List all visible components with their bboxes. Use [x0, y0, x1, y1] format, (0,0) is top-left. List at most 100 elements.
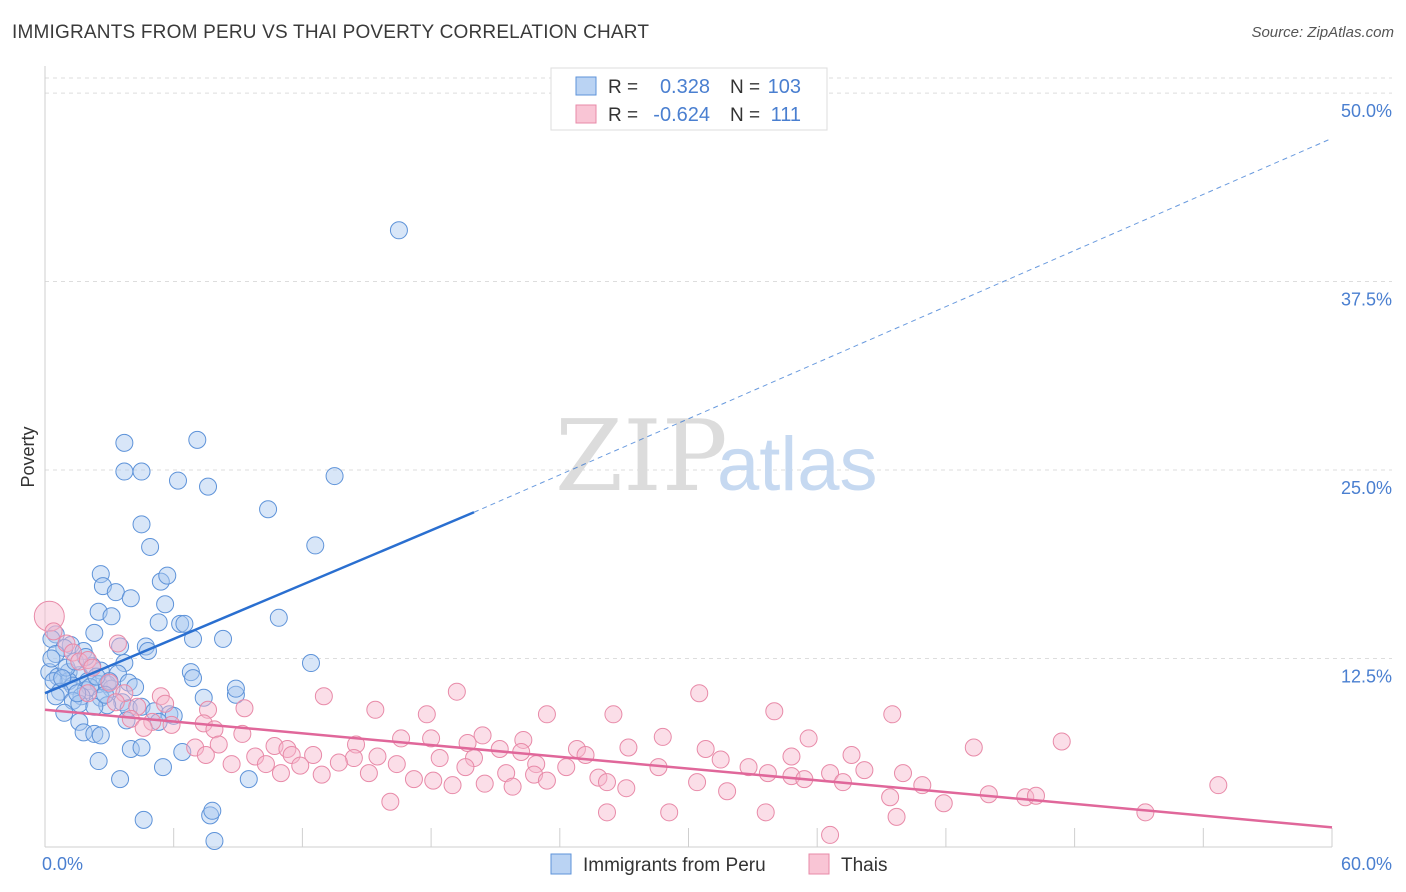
thais-point — [894, 764, 912, 783]
peru-point — [201, 806, 220, 825]
peru-point — [42, 649, 61, 668]
thais-point — [304, 746, 323, 765]
thais-point — [696, 739, 715, 758]
peru-point — [42, 629, 61, 648]
peru-point — [184, 669, 203, 688]
thais-point — [756, 803, 775, 822]
peru-point — [153, 758, 172, 777]
peru-point — [325, 467, 344, 486]
chart-title: IMMIGRANTS FROM PERU VS THAI POVERTY COR… — [12, 22, 650, 43]
legend-swatch-thais — [808, 853, 830, 875]
correlation-legend: R = 0.328 N = 103 R = -0.624 N = 111 — [550, 67, 828, 131]
thais-point — [490, 739, 509, 758]
axes — [44, 66, 1333, 848]
thais-point — [246, 747, 265, 766]
peru-point — [188, 430, 207, 449]
peru-point — [141, 537, 160, 556]
thais-point — [186, 738, 205, 757]
thais-point — [855, 761, 874, 780]
y-axis-label: Poverty — [18, 426, 38, 487]
thais-point — [557, 758, 576, 777]
peru-point — [301, 654, 320, 673]
thais-point — [271, 764, 290, 783]
thais-point — [344, 749, 363, 768]
peru-point — [91, 726, 110, 745]
thais-point — [653, 727, 672, 746]
thais-point — [617, 779, 636, 798]
peru-point — [205, 831, 224, 850]
peru-point — [68, 684, 87, 703]
peru-point — [89, 752, 108, 771]
peru-point — [115, 433, 134, 452]
peru-trend-extension — [473, 137, 1333, 513]
thais-point — [1136, 803, 1155, 822]
thais-point — [100, 673, 119, 692]
thais-point — [205, 720, 224, 739]
thais-point — [443, 776, 462, 795]
legend-swatch-peru — [550, 853, 572, 875]
peru-point — [239, 770, 258, 789]
thais-point — [688, 773, 707, 792]
x-tick-label: 60.0% — [1341, 854, 1392, 874]
thais-point — [162, 715, 181, 734]
thais-point — [222, 755, 241, 774]
peru-point — [168, 471, 187, 490]
thais-point — [314, 687, 333, 706]
thais-point — [329, 753, 348, 772]
thais-point — [456, 758, 475, 777]
tick-labels: 12.5% 25.0% 37.5% 50.0% 0.0% 60.0% Poverty — [18, 101, 1392, 874]
thais-point — [1052, 732, 1071, 751]
thais-point — [347, 735, 366, 754]
peru-point — [132, 462, 151, 481]
thais-point — [979, 785, 998, 804]
thais-point — [447, 682, 466, 701]
legend-r-label: R = — [608, 77, 638, 98]
thais-point — [156, 694, 175, 713]
peru-point — [132, 515, 151, 534]
thais-point — [597, 803, 616, 822]
peru-trend-line — [44, 511, 475, 695]
thais-point — [619, 738, 638, 757]
x-tick-label: 0.0% — [42, 854, 83, 874]
peru-point — [203, 801, 222, 820]
peru-point — [66, 652, 85, 671]
legend-r-value: 0.328 — [660, 76, 710, 98]
peru-point — [214, 629, 233, 648]
thais-point — [392, 729, 411, 748]
thais-point — [366, 700, 385, 719]
peru-point — [194, 688, 213, 707]
peru-point — [134, 810, 153, 829]
thais-point — [422, 729, 441, 748]
peru-point — [132, 738, 151, 757]
peru-point — [158, 566, 177, 585]
peru-point — [156, 595, 175, 614]
peru-point — [171, 614, 190, 633]
thais-point — [199, 700, 218, 719]
thais-point — [660, 803, 679, 822]
grid — [45, 77, 1392, 660]
thais-point — [597, 773, 616, 792]
thais-point — [430, 749, 449, 768]
thais-point — [424, 771, 443, 790]
thais-point — [381, 792, 400, 811]
thais-point — [1209, 776, 1228, 795]
peru-point — [306, 536, 325, 555]
thais-point — [765, 702, 784, 721]
thais-point — [589, 768, 608, 787]
thais-point — [934, 794, 953, 813]
peru-point — [259, 500, 278, 519]
legend-n-value: 103 — [768, 76, 801, 98]
thais-point — [690, 684, 709, 703]
peru-point — [121, 589, 140, 608]
peru-point — [389, 221, 408, 240]
thais-point — [57, 634, 76, 653]
thais-point — [209, 735, 228, 754]
legend-r-label: R = — [608, 105, 638, 126]
thais-point — [359, 764, 378, 783]
thais-point — [233, 724, 252, 743]
y-tick-label: 37.5% — [1341, 290, 1392, 310]
thais-point — [758, 764, 777, 783]
legend-n-label: N = — [730, 105, 760, 126]
peru-point — [199, 477, 218, 496]
legend-n-label: N = — [730, 77, 760, 98]
